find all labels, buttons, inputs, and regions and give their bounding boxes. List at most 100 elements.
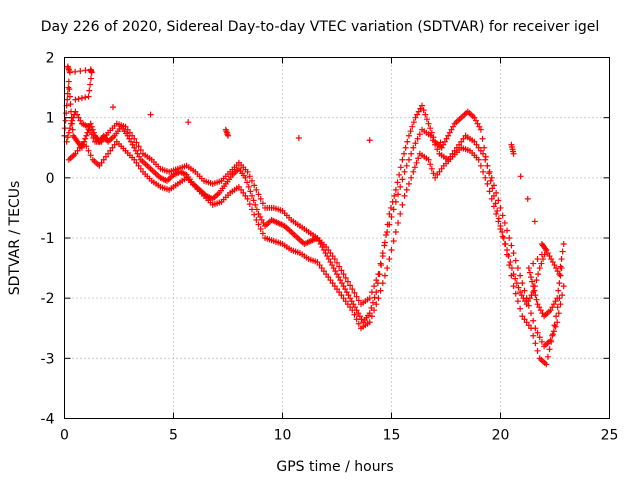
data-point bbox=[240, 189, 247, 196]
data-point bbox=[532, 292, 539, 299]
data-point bbox=[429, 137, 436, 144]
data-point bbox=[479, 135, 486, 142]
data-point bbox=[517, 289, 524, 296]
data-point bbox=[87, 75, 94, 82]
data-point bbox=[401, 168, 408, 175]
data-point bbox=[395, 191, 402, 198]
data-point bbox=[475, 144, 482, 151]
data-point bbox=[510, 283, 517, 290]
data-point bbox=[295, 134, 302, 141]
data-point bbox=[490, 192, 497, 199]
data-point bbox=[475, 156, 482, 163]
data-point bbox=[554, 304, 561, 311]
data-point bbox=[428, 165, 435, 172]
data-point bbox=[518, 292, 525, 299]
data-point bbox=[551, 322, 558, 329]
data-point bbox=[419, 102, 426, 109]
data-point bbox=[404, 138, 411, 145]
data-point bbox=[544, 250, 551, 257]
data-point bbox=[127, 138, 134, 145]
data-point bbox=[85, 147, 92, 154]
data-point bbox=[531, 287, 538, 294]
data-point bbox=[528, 310, 535, 317]
data-point bbox=[373, 277, 380, 284]
data-point bbox=[474, 120, 481, 127]
data-point bbox=[392, 228, 399, 235]
data-point bbox=[409, 123, 416, 130]
data-point bbox=[410, 119, 417, 126]
data-point bbox=[458, 138, 465, 145]
data-point bbox=[72, 68, 79, 75]
data-point bbox=[415, 155, 422, 162]
data-point bbox=[437, 139, 444, 146]
data-point bbox=[536, 265, 543, 272]
data-point bbox=[407, 128, 414, 135]
data-point bbox=[90, 134, 97, 141]
data-point bbox=[510, 150, 517, 157]
data-point bbox=[347, 304, 354, 311]
data-point bbox=[557, 272, 564, 279]
data-point bbox=[471, 114, 478, 121]
data-point bbox=[257, 195, 264, 202]
data-point bbox=[64, 134, 71, 141]
x-tick-label: 20 bbox=[492, 428, 510, 444]
data-point bbox=[66, 125, 73, 132]
data-point bbox=[495, 197, 502, 204]
data-point bbox=[392, 186, 399, 193]
data-point bbox=[331, 283, 338, 290]
data-point bbox=[330, 265, 337, 272]
chart-title: Day 226 of 2020, Sidereal Day-to-day VTE… bbox=[41, 19, 600, 35]
data-point bbox=[397, 164, 404, 171]
data-point bbox=[484, 162, 491, 169]
data-point bbox=[131, 156, 138, 163]
data-point bbox=[519, 280, 526, 287]
data-point bbox=[530, 283, 537, 290]
data-point bbox=[338, 292, 345, 299]
data-point bbox=[411, 164, 418, 171]
data-point bbox=[530, 260, 537, 267]
data-point bbox=[72, 96, 79, 103]
data-point bbox=[530, 317, 537, 324]
data-point bbox=[530, 332, 537, 339]
data-point bbox=[238, 186, 245, 193]
y-tick-label: -3 bbox=[41, 351, 55, 367]
data-point bbox=[405, 180, 412, 187]
data-point bbox=[489, 185, 496, 192]
y-tick-label: -4 bbox=[41, 412, 55, 428]
data-point bbox=[497, 204, 504, 211]
data-points bbox=[61, 63, 567, 368]
data-point bbox=[88, 131, 95, 138]
data-point bbox=[88, 69, 95, 76]
data-point bbox=[538, 260, 545, 267]
data-point bbox=[338, 280, 345, 287]
data-point bbox=[244, 168, 251, 175]
data-point bbox=[399, 156, 406, 163]
data-point bbox=[477, 147, 484, 154]
data-point bbox=[538, 251, 545, 258]
data-point bbox=[334, 271, 340, 278]
data-point bbox=[81, 138, 88, 145]
data-point bbox=[347, 295, 354, 302]
data-point bbox=[391, 192, 398, 199]
data-point bbox=[517, 173, 524, 180]
data-point bbox=[556, 280, 563, 287]
data-point bbox=[343, 289, 350, 296]
data-point bbox=[85, 93, 92, 100]
data-point bbox=[355, 297, 362, 304]
data-point bbox=[410, 168, 417, 175]
data-point bbox=[371, 294, 378, 301]
data-point bbox=[432, 141, 439, 148]
data-point bbox=[255, 210, 262, 217]
data-point bbox=[252, 201, 259, 208]
data-point bbox=[525, 322, 532, 329]
data-point bbox=[535, 271, 542, 278]
data-point bbox=[410, 144, 417, 151]
data-point bbox=[441, 138, 448, 145]
data-point bbox=[349, 286, 356, 293]
data-point bbox=[122, 123, 129, 130]
data-point bbox=[320, 268, 327, 275]
data-point bbox=[416, 131, 423, 138]
data-point bbox=[494, 207, 501, 214]
data-point bbox=[482, 156, 489, 163]
data-point bbox=[403, 162, 410, 169]
